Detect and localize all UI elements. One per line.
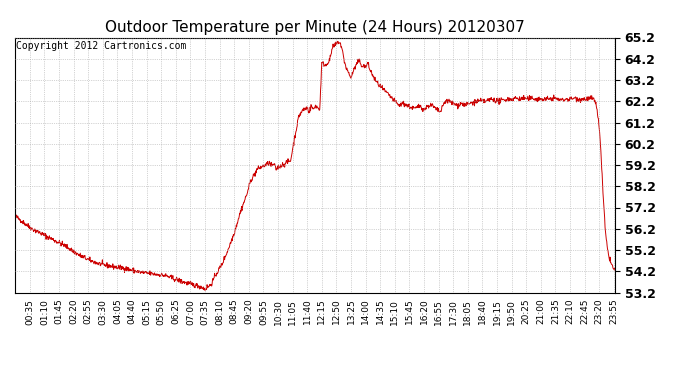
Title: Outdoor Temperature per Minute (24 Hours) 20120307: Outdoor Temperature per Minute (24 Hours…	[106, 20, 525, 35]
Text: Copyright 2012 Cartronics.com: Copyright 2012 Cartronics.com	[17, 41, 187, 51]
